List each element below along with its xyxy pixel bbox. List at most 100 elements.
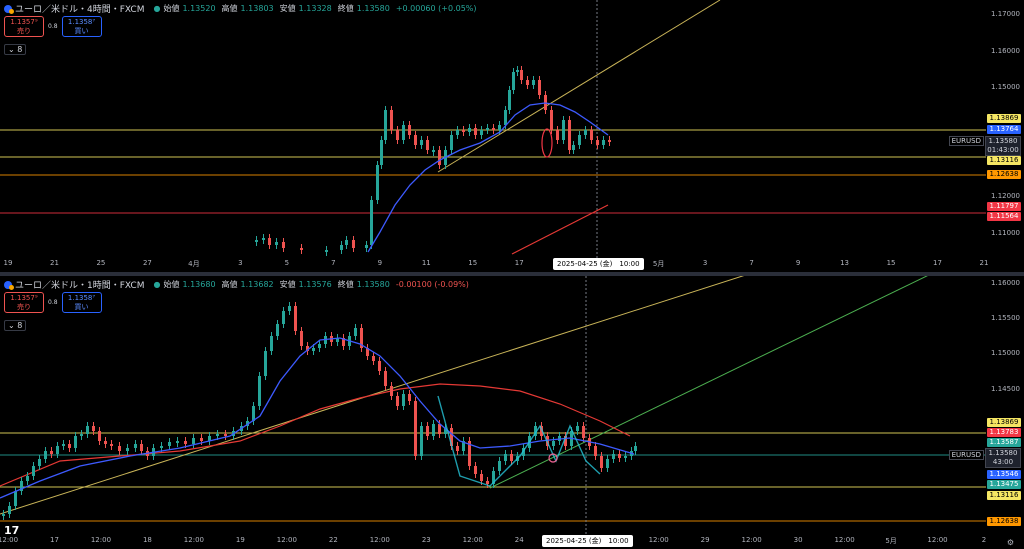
chart-title[interactable]: ユーロ／米ドル・1時間・FXCM [15, 281, 145, 291]
time-axis[interactable]: 192125274月357911151719235月37913151721 [0, 259, 989, 271]
candle [432, 150, 435, 152]
candle [255, 240, 258, 242]
candle [262, 238, 265, 240]
symbol-flag-icon [4, 4, 14, 14]
moving-average-blue [367, 102, 609, 253]
time-axis[interactable]: 12:00 17 12:00 18 12:00 19 12:00 22 12:00 23 12:00… [0, 536, 986, 548]
chart-pane-1h[interactable]: ユーロ／米ドル・1時間・FXCM ● 始値 1.13680 高値 1.13682 安… [0, 276, 1024, 549]
candle [176, 441, 179, 443]
candle [438, 424, 441, 434]
candlestick-chart-4h[interactable] [0, 0, 986, 272]
crosshair-time-label: 2025-04-25 (金) 10:00 [553, 258, 644, 270]
candle [50, 451, 53, 454]
indicators-toggle[interactable]: ⌄ 8 [4, 44, 27, 55]
buy-button[interactable]: 1.1358⁷ 買い [61, 292, 102, 313]
candle [582, 426, 585, 438]
time-tick: 23 [421, 536, 431, 544]
candle [288, 306, 291, 311]
candle [590, 130, 593, 140]
candle [426, 140, 429, 150]
candle [408, 125, 411, 135]
candle [200, 438, 203, 441]
candle [384, 110, 387, 140]
price-label: 1.13116 [987, 491, 1021, 500]
candle [300, 248, 303, 250]
spread-value: 0.8 [48, 23, 58, 30]
candle [26, 476, 29, 481]
settings-gear-icon[interactable]: ⚙ [1006, 538, 1014, 547]
candle [318, 344, 321, 348]
crosshair-time-label: 2025-04-25 (金) 10:00 [542, 535, 633, 547]
symbol-flag-icon [4, 280, 14, 290]
open-value: 1.13520 [182, 4, 216, 13]
time-tick: 25 [96, 259, 106, 267]
ellipse-annotation [541, 128, 553, 158]
time-tick: 19 [3, 259, 13, 267]
candle [456, 446, 459, 451]
indicators-toggle[interactable]: ⌄ 8 [4, 320, 27, 331]
chart-pane-4h[interactable]: ユーロ／米ドル・4時間・FXCM ● 始値 1.13520 高値 1.13803 安… [0, 0, 1024, 272]
candle [402, 125, 405, 140]
candle [38, 459, 41, 466]
candle [450, 135, 453, 150]
candle [444, 428, 447, 434]
time-tick: 2 [981, 536, 987, 544]
indicators-count: 8 [17, 45, 23, 54]
buy-button[interactable]: 1.1358⁷ 買い [61, 16, 102, 37]
trade-buttons: 1.1357⁹ 売り 0.8 1.1358⁷ 買い [4, 292, 102, 313]
price-tick: 1.15000 [991, 83, 1020, 91]
change-value: -0.00100 (-0.09%) [395, 280, 469, 289]
candle [282, 311, 285, 324]
low-value: 1.13328 [298, 4, 332, 13]
candle [602, 140, 605, 145]
time-tick: 9 [795, 259, 801, 267]
candle [556, 130, 559, 140]
trend-line [437, 0, 721, 173]
candle [420, 426, 423, 456]
chart-title[interactable]: ユーロ／米ドル・4時間・FXCM [15, 5, 145, 15]
price-label: 1.11564 [987, 212, 1021, 221]
sell-button[interactable]: 1.1357⁹ 売り [4, 16, 44, 37]
price-scale[interactable]: 1.17000 1.16000 1.15000 1.12000 1.11000 … [985, 0, 1024, 272]
candle [562, 120, 565, 140]
candle [552, 441, 555, 446]
candle [8, 506, 11, 514]
spread-value: 0.8 [48, 299, 58, 306]
chart-legend: ユーロ／米ドル・1時間・FXCM ● 始値 1.13680 高値 1.13682 安… [4, 278, 469, 291]
last-price: 1.13580 [988, 137, 1018, 145]
candle [606, 459, 609, 468]
price-label: 1.13546 [987, 470, 1021, 479]
time-tick: 7 [749, 259, 754, 267]
sell-button[interactable]: 1.1357⁹ 売り [4, 292, 44, 313]
candle [275, 242, 278, 245]
candlestick-chart-1h[interactable] [0, 276, 986, 549]
candle [380, 140, 383, 165]
candle [600, 456, 603, 468]
candle [396, 130, 399, 140]
candle [438, 150, 441, 165]
trend-line [0, 276, 745, 515]
candle [378, 361, 381, 371]
time-tick: 5月 [652, 260, 665, 268]
candle [370, 200, 373, 245]
moving-average-blue [0, 337, 635, 499]
low-label: 安値 [279, 280, 296, 289]
time-tick: 29 [700, 536, 710, 544]
candle [86, 426, 89, 434]
candle [420, 140, 423, 145]
pane-divider[interactable] [0, 272, 1024, 276]
chart-legend: ユーロ／米ドル・4時間・FXCM ● 始値 1.13520 高値 1.13803 安… [4, 2, 477, 15]
symbol-label: EURUSD [948, 136, 984, 146]
candle [540, 426, 543, 436]
time-tick: 11 [421, 259, 431, 267]
candle [402, 394, 405, 406]
candle [516, 70, 519, 72]
candle [168, 442, 171, 446]
candle [520, 70, 523, 80]
candle [468, 128, 471, 132]
price-scale[interactable]: 1.16000 1.15500 1.15000 1.14500 1.13869 … [985, 276, 1024, 549]
candle [534, 426, 537, 436]
tradingview-logo-icon[interactable]: 17 [4, 524, 20, 537]
candle [462, 441, 465, 451]
time-tick: 24 [514, 536, 524, 544]
